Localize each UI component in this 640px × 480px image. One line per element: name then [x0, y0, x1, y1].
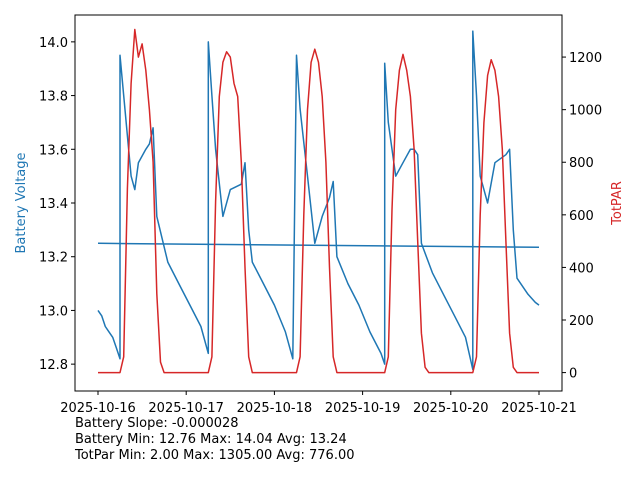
left-axis-label: Battery Voltage	[14, 152, 29, 253]
x-tick-label: 2025-10-17	[148, 401, 224, 416]
right-tick-label: 1000	[569, 104, 602, 119]
series-line-1	[97, 242, 540, 249]
series-lines	[97, 28, 540, 374]
left-tick-label: 13.6	[39, 143, 68, 158]
x-tick-label: 2025-10-21	[501, 401, 577, 416]
right-tick-label: 0	[569, 367, 577, 382]
right-tick-label: 800	[569, 156, 594, 171]
x-axis: 2025-10-16 2025-10-17 2025-10-18 2025-10-19…	[60, 391, 577, 416]
series-line-0	[97, 30, 540, 371]
left-tick-label: 13.8	[39, 90, 68, 105]
right-tick-label: 1200	[569, 51, 602, 66]
left-y-axis: 12.8 13.0 13.2 13.4 13.6 13.8 14.0	[39, 36, 75, 373]
right-y-axis: 0 200 400 600 800 1000 1200	[562, 51, 602, 382]
left-tick-label: 13.4	[39, 197, 68, 212]
stats-line-battery: Battery Min: 12.76 Max: 14.04 Avg: 13.24	[75, 432, 347, 447]
left-tick-label: 13.0	[39, 304, 68, 319]
left-tick-label: 12.8	[39, 358, 68, 373]
right-tick-label: 600	[569, 209, 594, 224]
right-axis-label: TotPAR	[610, 181, 625, 226]
left-tick-label: 13.2	[39, 251, 68, 266]
series-line-2	[98, 28, 539, 374]
x-tick-label: 2025-10-16	[60, 401, 136, 416]
x-tick-label: 2025-10-20	[413, 401, 489, 416]
right-tick-label: 200	[569, 314, 594, 329]
x-tick-label: 2025-10-19	[325, 401, 401, 416]
stats-line-totpar: TotPar Min: 2.00 Max: 1305.00 Avg: 776.0…	[75, 448, 355, 463]
stats-line-slope: Battery Slope: -0.000028	[75, 416, 239, 431]
right-tick-label: 400	[569, 261, 594, 276]
x-tick-label: 2025-10-18	[237, 401, 313, 416]
left-tick-label: 14.0	[39, 36, 68, 51]
